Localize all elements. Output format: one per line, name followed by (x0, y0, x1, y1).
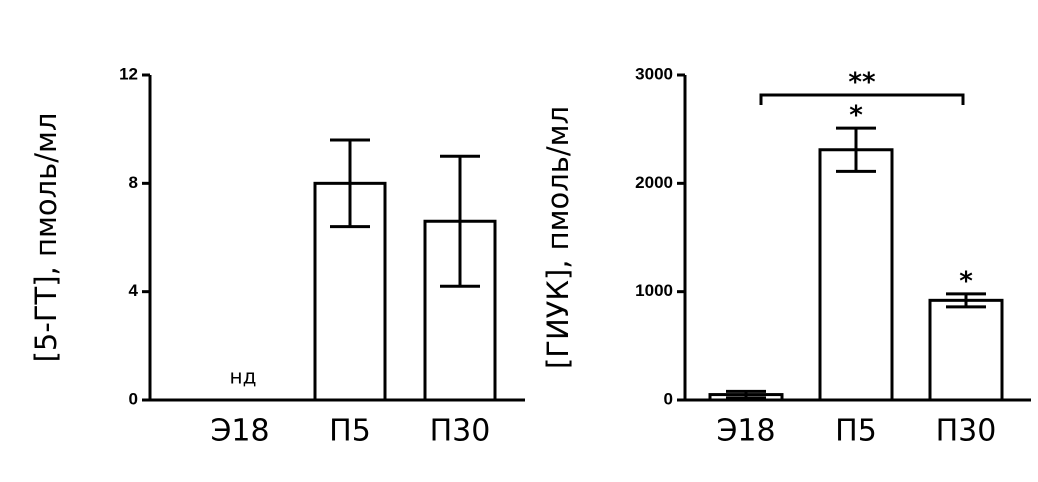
x-tick-label: П30 (936, 414, 997, 449)
x-tick-label: Э18 (716, 414, 775, 449)
y-tick-label: 12 (119, 64, 138, 83)
y-tick-label: 4 (129, 281, 139, 300)
x-tick-label: П5 (329, 414, 371, 449)
y-tick-label: 8 (129, 173, 138, 192)
bar (818, 148, 894, 402)
x-tick-label: Э18 (210, 414, 269, 449)
y-tick-label: 1000 (635, 281, 673, 300)
significance-bracket (759, 93, 965, 105)
x-tick-label: П30 (430, 414, 491, 449)
y-axis-label: [ГИУК], пмоль/мл (541, 106, 575, 369)
x-tick-label: П5 (835, 414, 877, 449)
significance-mark: * (959, 266, 973, 296)
value-label: нд (230, 365, 257, 389)
y-tick-label: 2000 (635, 173, 673, 192)
y-tick-label: 3000 (635, 64, 673, 83)
y-tick-label: 0 (664, 389, 673, 408)
y-axis-label: [5-ГТ], пмоль/мл (29, 113, 63, 363)
bar (928, 298, 1004, 402)
y-tick-label: 0 (129, 389, 138, 408)
bracket-label: ** (848, 68, 876, 98)
significance-mark: * (849, 101, 863, 131)
